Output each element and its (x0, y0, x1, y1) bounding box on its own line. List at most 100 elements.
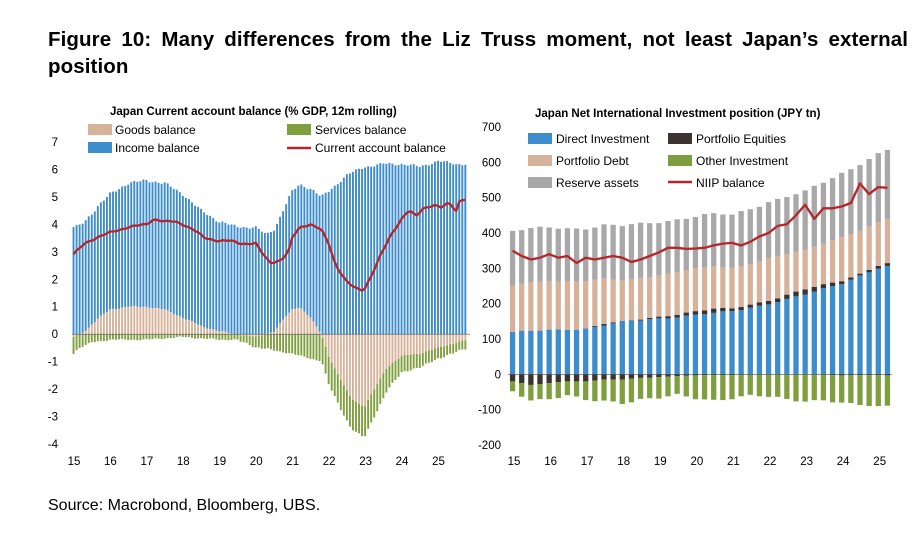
bar-goods (348, 334, 351, 396)
legend-swatch-other (668, 155, 692, 166)
bar-services (424, 351, 427, 364)
bar-direct (583, 328, 589, 375)
bar-goods (443, 334, 446, 347)
bar-reserve (784, 197, 790, 254)
bar-direct (601, 325, 607, 375)
bar-direct (555, 329, 561, 375)
bar-debt (509, 285, 516, 332)
bar-reserve (765, 202, 772, 258)
bar-goods (364, 334, 367, 407)
bar-other (701, 375, 708, 400)
bar-income (212, 218, 215, 330)
bar-other (839, 375, 845, 403)
bar-income (430, 164, 433, 335)
bar-services (90, 334, 93, 343)
bar-debt (656, 275, 662, 317)
bar-debt (692, 268, 699, 312)
bar-income (345, 174, 348, 335)
left-chart: Japan Current account balance (% GDP, 12… (48, 106, 470, 468)
legend-debt: Portfolio Debt (556, 154, 629, 168)
bar-income (418, 167, 421, 335)
bar-other (628, 378, 635, 403)
bar-goods (294, 308, 297, 335)
bar-services (382, 373, 385, 399)
bar-direct (711, 312, 717, 375)
bar-income (175, 189, 178, 316)
bar-services (306, 334, 309, 359)
bar-income (279, 216, 282, 324)
bar-goods (452, 334, 455, 344)
bar-income (142, 179, 145, 307)
bar-income (336, 184, 339, 335)
bar-goods (145, 306, 148, 335)
bar-services (112, 334, 114, 340)
bar-debt (647, 277, 653, 318)
bar-direct (628, 320, 635, 375)
bar-income (397, 165, 400, 335)
x-tick-label: 22 (764, 456, 777, 468)
bar-equities (729, 308, 735, 312)
bar-goods (361, 334, 364, 406)
bar-goods (382, 334, 385, 374)
bar-income (385, 163, 388, 335)
legend-swatch-services (287, 124, 311, 135)
bar-services (437, 347, 439, 359)
bar-reserve (747, 209, 753, 265)
bar-income (315, 193, 318, 327)
legend-other: Other Investment (696, 154, 789, 168)
bar-income (324, 192, 327, 335)
bar-income (437, 160, 439, 335)
bar-other (829, 375, 836, 403)
bar-equities (765, 300, 772, 305)
bar-equities (829, 374, 836, 376)
bar-equities (592, 326, 598, 327)
bar-goods (266, 333, 269, 335)
bar-goods (339, 334, 342, 381)
bar-goods (194, 323, 196, 335)
bar-income (406, 165, 409, 335)
bar-goods (440, 334, 442, 347)
bar-income (93, 211, 96, 323)
bar-services (315, 334, 318, 361)
bar-income (209, 215, 212, 330)
bar-other (656, 377, 662, 399)
bar-direct (701, 314, 708, 375)
bar-goods (270, 332, 272, 335)
bar-services (218, 334, 221, 340)
bar-reserve (647, 223, 653, 278)
bar-income (415, 165, 418, 335)
bar-goods (130, 306, 133, 335)
bar-services (203, 334, 206, 339)
bar-other (711, 375, 717, 400)
bar-other (820, 374, 827, 401)
bar-income (163, 182, 166, 310)
bar-debt (784, 253, 790, 295)
bar-services (415, 353, 418, 368)
bar-equities (692, 311, 699, 315)
x-tick-label: 25 (873, 456, 886, 468)
bar-goods (99, 315, 102, 335)
bar-goods (154, 307, 157, 335)
legend-goods: Goods balance (115, 123, 196, 137)
bar-income (157, 182, 160, 309)
bar-goods (285, 316, 288, 335)
bar-direct (839, 284, 845, 375)
bar-reserve (573, 228, 580, 282)
legend-swatch-reserve (528, 177, 552, 188)
bar-equities (637, 374, 644, 378)
bar-reserve (564, 228, 571, 282)
bar-services (263, 334, 266, 349)
bar-income (245, 227, 248, 335)
bar-direct (802, 294, 808, 375)
bar-services (446, 345, 449, 355)
bar-income (188, 199, 190, 320)
bar-direct (573, 329, 580, 375)
bar-goods (303, 311, 306, 335)
bar-income (318, 195, 321, 332)
bar-direct (775, 302, 781, 375)
bar-other (564, 381, 571, 396)
bar-services (227, 334, 230, 341)
bar-services (285, 334, 288, 354)
bar-income (118, 189, 121, 309)
bar-goods (455, 334, 458, 343)
